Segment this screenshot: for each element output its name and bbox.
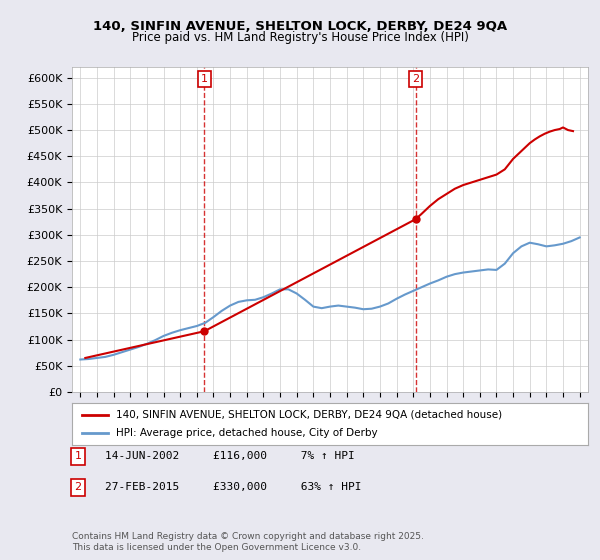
Text: HPI: Average price, detached house, City of Derby: HPI: Average price, detached house, City… bbox=[116, 428, 377, 438]
Text: 2: 2 bbox=[74, 482, 82, 492]
Text: 14-JUN-2002     £116,000     7% ↑ HPI: 14-JUN-2002 £116,000 7% ↑ HPI bbox=[105, 451, 355, 461]
Text: 1: 1 bbox=[201, 74, 208, 84]
Text: 140, SINFIN AVENUE, SHELTON LOCK, DERBY, DE24 9QA: 140, SINFIN AVENUE, SHELTON LOCK, DERBY,… bbox=[93, 20, 507, 32]
Text: 140, SINFIN AVENUE, SHELTON LOCK, DERBY, DE24 9QA (detached house): 140, SINFIN AVENUE, SHELTON LOCK, DERBY,… bbox=[116, 410, 502, 420]
Text: 1: 1 bbox=[74, 451, 82, 461]
Text: 2: 2 bbox=[412, 74, 419, 84]
Text: Price paid vs. HM Land Registry's House Price Index (HPI): Price paid vs. HM Land Registry's House … bbox=[131, 31, 469, 44]
Text: Contains HM Land Registry data © Crown copyright and database right 2025.
This d: Contains HM Land Registry data © Crown c… bbox=[72, 532, 424, 552]
Text: 27-FEB-2015     £330,000     63% ↑ HPI: 27-FEB-2015 £330,000 63% ↑ HPI bbox=[105, 482, 361, 492]
